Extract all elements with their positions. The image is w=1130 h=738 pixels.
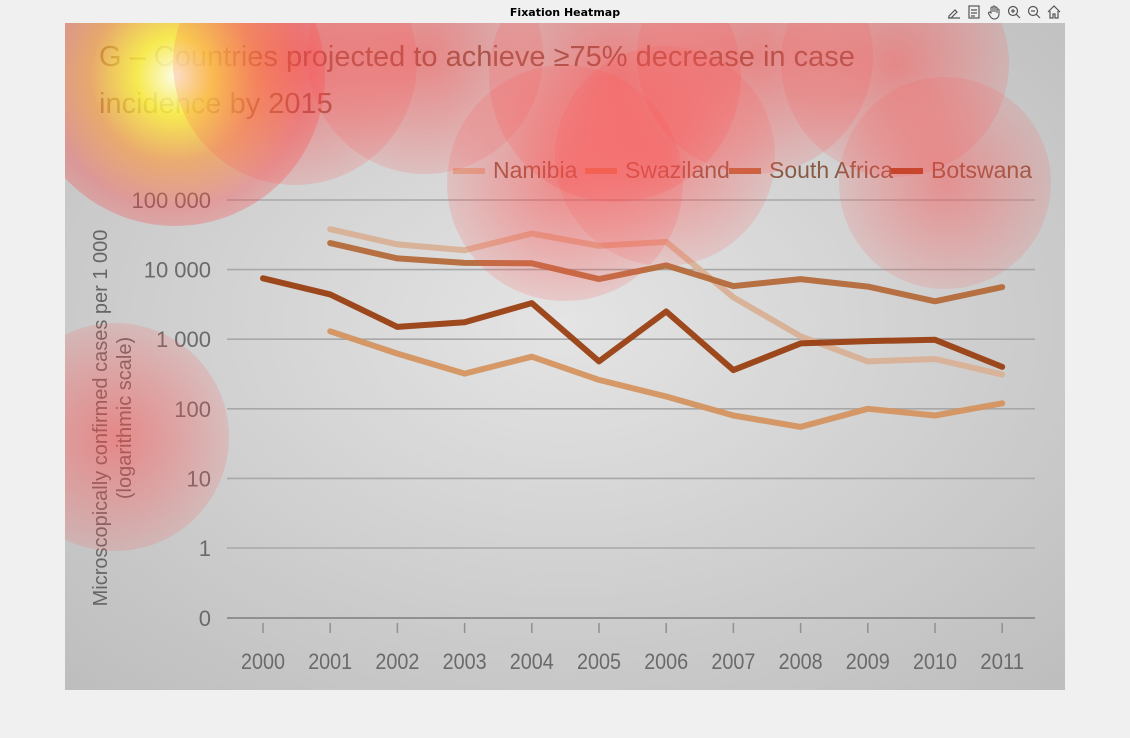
zoom-out-button[interactable] <box>1025 3 1043 21</box>
x-tick-label: 2005 <box>577 649 621 674</box>
series-line-swaziland <box>327 328 1006 430</box>
legend-icon <box>968 5 980 19</box>
edit-plot-button[interactable] <box>945 3 963 21</box>
x-tick-label: 2002 <box>375 649 419 674</box>
zoom-out-icon <box>1027 5 1041 19</box>
y-tick-label: 0 <box>199 606 211 631</box>
x-tick-label: 2008 <box>779 649 823 674</box>
axes-toolbar <box>945 3 1063 21</box>
y-tick-label: 100 000 <box>131 188 211 213</box>
y-axis-label-line-1: Microscopically confirmed cases per 1 00… <box>90 230 112 607</box>
x-tick-label: 2000 <box>241 649 285 674</box>
x-tick-label: 2009 <box>846 649 890 674</box>
y-axis-label-line-2: (logarithmic scale) <box>114 337 136 499</box>
legend-label: Namibia <box>493 157 578 183</box>
x-tick-label: 2007 <box>711 649 755 674</box>
home-icon <box>1047 5 1061 19</box>
zoom-in-icon <box>1007 5 1021 19</box>
y-tick-label: 10 <box>187 466 211 491</box>
chart-title-line-2: incidence by 2015 <box>99 88 333 120</box>
series-line-botswana <box>260 275 1006 374</box>
legend-label: Botswana <box>931 157 1032 183</box>
x-tick-label: 2003 <box>443 649 487 674</box>
zoom-in-button[interactable] <box>1005 3 1023 21</box>
chart: G – Countries projected to achieve ≥75% … <box>65 23 1065 690</box>
figure-title: Fixation Heatmap <box>509 6 621 19</box>
x-tick-labels: 2000 2001 2002 2003 2004 2005 2006 2007 2008 2009… <box>241 623 1024 674</box>
y-tick-label: 100 <box>174 397 211 422</box>
y-tick-label: 10 000 <box>144 258 211 283</box>
x-tick-label: 2001 <box>308 649 352 674</box>
x-tick-label: 2006 <box>644 649 688 674</box>
legend-label: South Africa <box>769 157 893 183</box>
hand-icon <box>987 5 1000 20</box>
insert-legend-button[interactable] <box>965 3 983 21</box>
x-tick-label: 2010 <box>913 649 957 674</box>
restore-view-button[interactable] <box>1045 3 1063 21</box>
chart-title-line-1: G – Countries projected to achieve ≥75% … <box>99 41 855 73</box>
x-tick-label: 2011 <box>980 649 1024 674</box>
pencil-plot-icon <box>948 9 960 19</box>
y-tick-label: 1 <box>199 536 211 561</box>
y-tick-label: 1 000 <box>156 327 211 352</box>
chart-background <box>65 23 1065 690</box>
legend-label: Swaziland <box>625 157 730 183</box>
heatmap-image-panel: G – Countries projected to achieve ≥75% … <box>65 23 1065 690</box>
x-tick-label: 2004 <box>510 649 554 674</box>
pan-button[interactable] <box>985 3 1003 21</box>
